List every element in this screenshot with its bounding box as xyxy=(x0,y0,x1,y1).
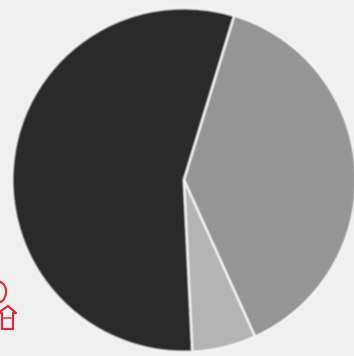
pie-slice-dark xyxy=(10,6,236,354)
red-outline-mascot-icon xyxy=(0,280,18,331)
pie-slice-mid-gray xyxy=(182,14,354,338)
pie-slices xyxy=(10,6,354,354)
